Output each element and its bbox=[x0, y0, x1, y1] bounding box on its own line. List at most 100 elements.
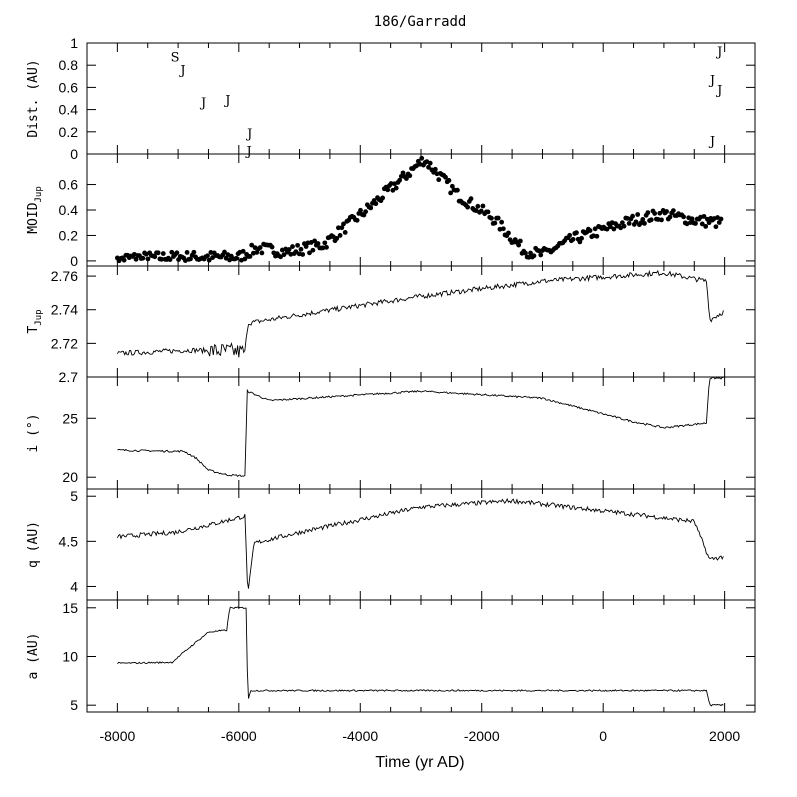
moid-point bbox=[167, 257, 173, 263]
y-tick-label-incl: 20 bbox=[62, 469, 78, 485]
moid-point bbox=[538, 252, 544, 258]
moid-point bbox=[257, 245, 263, 250]
moid-point bbox=[667, 214, 673, 220]
encounter-marker: J bbox=[223, 94, 230, 109]
panel-frame-tjup bbox=[86, 265, 756, 378]
y-tick-label-tjup: 2.74 bbox=[51, 302, 78, 318]
moid-point bbox=[184, 250, 190, 255]
encounter-marker: J bbox=[708, 135, 715, 150]
series-line-a bbox=[117, 606, 724, 707]
x-tick-label: -6000 bbox=[221, 728, 257, 744]
moid-point bbox=[718, 216, 724, 222]
moid-point bbox=[465, 204, 471, 210]
moid-point bbox=[594, 233, 600, 239]
encounter-marker: J bbox=[715, 45, 722, 60]
panel-frame-q bbox=[86, 488, 756, 601]
moid-point bbox=[706, 220, 712, 226]
moid-point bbox=[259, 250, 265, 256]
moid-point bbox=[635, 212, 641, 217]
moid-point bbox=[358, 207, 363, 213]
moid-point bbox=[293, 249, 299, 255]
moid-point bbox=[499, 219, 505, 225]
y-tick-label-q: 4.5 bbox=[59, 533, 79, 549]
moid-point bbox=[579, 235, 584, 241]
moid-point bbox=[159, 256, 164, 262]
y-tick-label-moid: 0.2 bbox=[59, 227, 79, 243]
moid-point bbox=[611, 226, 617, 232]
moid-point bbox=[169, 249, 175, 255]
moid-point bbox=[657, 210, 663, 216]
moid-point bbox=[281, 252, 287, 258]
moid-point bbox=[693, 221, 698, 226]
moid-point bbox=[310, 247, 316, 253]
moid-point bbox=[336, 225, 341, 231]
panel-frame-a bbox=[86, 599, 756, 713]
moid-point bbox=[570, 236, 576, 242]
moid-point bbox=[242, 256, 248, 262]
moid-point bbox=[341, 221, 346, 227]
moid-point bbox=[312, 238, 318, 244]
moid-point bbox=[659, 217, 664, 223]
y-tick-label-dist: 0 bbox=[70, 146, 78, 162]
chart-title: 186/Garradd bbox=[374, 14, 467, 30]
series-line-tjup bbox=[117, 269, 724, 358]
moid-point bbox=[448, 190, 454, 196]
moid-point bbox=[363, 209, 369, 215]
moid-point bbox=[500, 226, 506, 232]
moid-point bbox=[699, 221, 705, 227]
y-tick-label-dist: 0.6 bbox=[59, 79, 79, 95]
moid-point bbox=[427, 160, 433, 166]
y-axis-label-dist: Dist. (AU) bbox=[26, 59, 41, 137]
moid-point bbox=[337, 233, 343, 238]
moid-point bbox=[278, 254, 283, 260]
moid-point bbox=[664, 209, 669, 214]
moid-point bbox=[295, 242, 301, 248]
y-tick-label-tjup: 2.7 bbox=[59, 369, 79, 385]
moid-point bbox=[681, 214, 686, 220]
moid-point bbox=[303, 244, 309, 249]
moid-point bbox=[160, 251, 166, 256]
y-tick-label-dist: 1 bbox=[70, 35, 78, 51]
y-axis-label-a: a (AU) bbox=[26, 633, 41, 680]
y-tick-label-a: 15 bbox=[62, 600, 78, 616]
moid-point bbox=[298, 246, 304, 252]
panel-frame-incl bbox=[86, 376, 756, 490]
x-tick-label: 2000 bbox=[709, 728, 740, 744]
moid-point bbox=[506, 230, 511, 236]
encounter-marker: J bbox=[708, 74, 715, 89]
moid-point bbox=[222, 249, 227, 255]
moid-point bbox=[528, 250, 533, 256]
y-axis-label-moid: MOIDJup bbox=[26, 186, 44, 234]
encounter-marker: J bbox=[178, 64, 185, 79]
moid-point bbox=[133, 256, 139, 262]
moid-point bbox=[388, 181, 394, 186]
moid-point bbox=[475, 203, 481, 209]
moid-point bbox=[713, 224, 719, 230]
x-tick-label: -4000 bbox=[342, 728, 378, 744]
panel-frame-dist bbox=[86, 42, 756, 155]
encounter-marker: J bbox=[199, 96, 206, 111]
y-axis-label-sub: Jup bbox=[34, 186, 44, 202]
y-tick-label-moid: 0 bbox=[70, 253, 78, 269]
moid-point bbox=[443, 174, 448, 180]
moid-point bbox=[380, 195, 386, 201]
moid-point bbox=[205, 253, 210, 259]
moid-point bbox=[400, 170, 406, 176]
moid-point bbox=[449, 183, 455, 189]
moid-point bbox=[419, 155, 425, 161]
y-tick-label-a: 10 bbox=[62, 648, 78, 664]
encounter-marker: J bbox=[245, 145, 252, 160]
moid-point bbox=[604, 226, 610, 232]
moid-point bbox=[432, 166, 438, 172]
moid-point bbox=[188, 256, 193, 262]
moid-point bbox=[145, 256, 151, 262]
moid-point bbox=[152, 254, 158, 260]
moid-point bbox=[621, 223, 627, 229]
moid-point bbox=[689, 216, 695, 222]
y-tick-label-a: 5 bbox=[70, 697, 78, 713]
encounter-marker: J bbox=[245, 127, 252, 142]
moid-point bbox=[648, 217, 654, 223]
moid-point bbox=[468, 196, 474, 202]
y-tick-label-moid: 0.4 bbox=[59, 202, 79, 218]
